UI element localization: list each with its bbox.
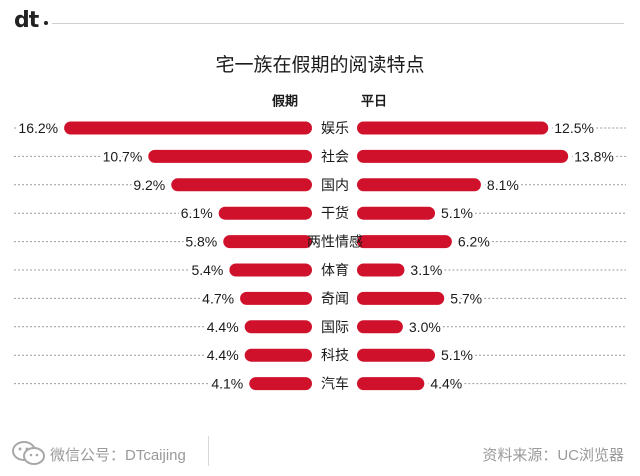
category-label: 国内 <box>321 177 349 193</box>
header-rule <box>52 23 624 24</box>
category-label: 体育 <box>321 262 349 278</box>
value-label-left: 4.4% <box>207 319 239 335</box>
bar-right <box>357 291 445 305</box>
value-label-left: 16.2% <box>18 120 58 136</box>
series-header-right: 平日 <box>361 94 387 109</box>
bar-left <box>171 178 312 192</box>
bar-right <box>357 178 481 192</box>
brand-header: dt <box>0 0 640 40</box>
bar-right <box>357 121 549 135</box>
category-label: 奇闻 <box>321 290 349 306</box>
category-label: 国际 <box>321 319 349 335</box>
value-label-left: 4.7% <box>202 290 234 306</box>
value-label-left: 5.4% <box>191 262 223 278</box>
value-label-left: 5.8% <box>185 234 217 250</box>
butterfly-bar-chart: 假期 平日 16.2% 12.5% 娱乐 10.7% 13.8% 社会 9.2% 8.1% 国内 6.… <box>14 93 626 392</box>
value-label-right: 4.4% <box>430 376 462 392</box>
value-label-right: 5.7% <box>450 290 482 306</box>
category-label: 娱乐 <box>321 120 349 136</box>
bar-left <box>240 291 312 305</box>
value-label-left: 10.7% <box>103 148 143 164</box>
bar-right <box>357 377 425 391</box>
value-label-right: 12.5% <box>554 120 594 136</box>
series-header-left: 假期 <box>272 94 298 109</box>
value-label-right: 13.8% <box>574 148 614 164</box>
wechat-account-label: 微信公号：DTcaijing <box>50 447 186 464</box>
footer-divider <box>208 436 209 466</box>
category-label: 科技 <box>321 347 349 363</box>
wechat-icon <box>12 441 45 465</box>
value-label-right: 3.0% <box>409 319 441 335</box>
value-label-left: 9.2% <box>133 177 165 193</box>
bar-left <box>64 121 312 135</box>
bar-left <box>249 377 312 391</box>
value-label-left: 4.4% <box>207 347 239 363</box>
bar-right <box>357 149 569 163</box>
value-label-right: 8.1% <box>487 177 519 193</box>
category-label: 干货 <box>321 205 349 221</box>
bar-left <box>223 235 312 249</box>
bar-left <box>244 320 312 334</box>
category-label: 两性情感 <box>307 234 363 250</box>
bar-right <box>357 263 405 277</box>
bar-right <box>357 320 403 334</box>
bar-right <box>357 206 436 220</box>
category-label: 汽车 <box>321 376 349 392</box>
bar-left <box>229 263 312 277</box>
logo-dot <box>44 21 48 25</box>
value-label-right: 5.1% <box>441 347 473 363</box>
value-label-left: 6.1% <box>181 205 213 221</box>
bar-right <box>357 348 436 362</box>
value-label-right: 5.1% <box>441 205 473 221</box>
value-label-left: 4.1% <box>211 376 243 392</box>
bar-left <box>244 348 312 362</box>
footer: 微信公号：DTcaijing 资料来源：UC浏览器 <box>0 430 640 476</box>
chart-title: 宅一族在假期的阅读特点 <box>215 55 425 76</box>
data-source-label: 资料来源：UC浏览器 <box>482 447 624 464</box>
value-label-right: 6.2% <box>458 234 490 250</box>
bar-left <box>148 149 312 163</box>
category-label: 社会 <box>321 148 349 164</box>
dt-logo: dt <box>14 8 39 33</box>
value-label-right: 3.1% <box>410 262 442 278</box>
bar-left <box>218 206 312 220</box>
bar-right <box>357 235 452 249</box>
